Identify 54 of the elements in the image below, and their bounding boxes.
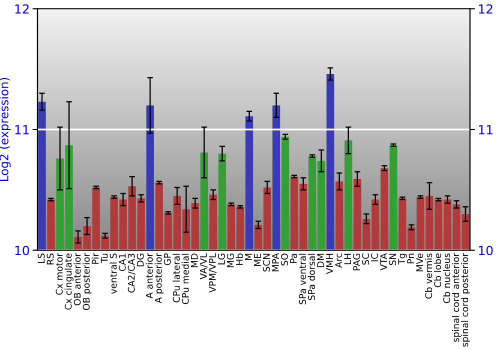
x-tick-label: M [245,254,252,260]
x-tick-label: LG [218,254,225,264]
x-tick-label: Cb lobe [434,254,442,288]
x-tick-label: SO [281,254,288,266]
y2-tick-label: 12 [479,4,492,14]
x-tick-label: VA/VL [200,253,208,280]
x-tick-label: Pir [92,253,99,264]
x-tick-label: OB posterior [82,253,92,310]
y2-tick-label: 11 [479,125,492,134]
x-tick-label: DG [136,254,144,266]
y-tick-label: 12 [15,4,29,14]
x-tick-label: ME [254,254,261,266]
x-tick-label: ventral S [110,254,117,294]
x-tick-label: SC [362,254,370,265]
x-tick-label: OB anterior [74,253,81,306]
x-tick-label: MPA [272,253,279,272]
x-tick-label: Pn [407,254,414,264]
x-tick-label: PAG [353,254,360,270]
x-tick-label: SCN [262,254,270,272]
x-tick-label: Pa [290,254,297,263]
x-tick-label: SPa ventral [298,254,306,304]
x-tick-label: CA1 [118,254,126,272]
x-tick-label: GP [164,253,171,266]
x-tick-label: Cx motor [56,253,63,295]
x-tick-label: CPu medial [182,254,189,304]
x-tick-label: Tu [100,254,108,264]
x-tick-label: VMH [326,254,333,274]
x-tick-label: MVe [416,254,424,272]
y-tick-label: 11 [15,125,29,134]
x-tick-label: IC [371,254,378,262]
x-tick-label: Cb nucleus [443,253,450,304]
x-tick-label: SPa dorsal [308,254,315,300]
x-tick-label: LH [344,254,351,264]
x-tick-label: CPu lateral [172,254,180,302]
x-tick-label: CA2/CA3 [128,254,136,293]
x-tick-label: A anterior [146,253,153,298]
x-tick-label: Cx cingulate [64,254,74,310]
x-tick-label: MG [226,254,234,268]
x-tick-label: VPM/VPL [209,253,217,293]
x-tick-label: Tg [398,254,407,264]
x-tick-label: spinal cord anterior [452,253,461,342]
x-tick-label: DM [317,254,324,268]
y-tick-label: 10 [15,246,30,256]
x-tick-label: MD [191,254,198,268]
x-tick-label: Hb [236,254,243,265]
x-tick-label: RS [46,254,54,264]
x-tick-label: Cb vermis [425,253,432,299]
y2-tick-label: 10 [479,246,493,256]
x-tick-label: spinal cord posterior [461,253,470,347]
x-tick-label: A posterior [154,253,164,304]
x-tick-label: VTA [380,253,387,270]
x-tick-label: Arc [335,254,342,268]
x-tick-label: LS [38,254,45,264]
x-tick-label: SN [389,254,396,266]
